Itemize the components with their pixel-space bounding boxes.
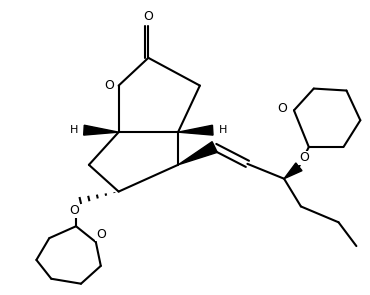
Text: O: O bbox=[104, 79, 114, 92]
Text: O: O bbox=[299, 151, 309, 164]
Text: O: O bbox=[69, 204, 79, 217]
Text: O: O bbox=[277, 102, 287, 115]
Polygon shape bbox=[178, 125, 213, 135]
Polygon shape bbox=[178, 142, 217, 165]
Text: H: H bbox=[218, 125, 227, 135]
Polygon shape bbox=[84, 125, 119, 135]
Text: O: O bbox=[96, 228, 106, 241]
Text: O: O bbox=[144, 10, 153, 23]
Polygon shape bbox=[284, 163, 302, 179]
Text: H: H bbox=[70, 125, 78, 135]
